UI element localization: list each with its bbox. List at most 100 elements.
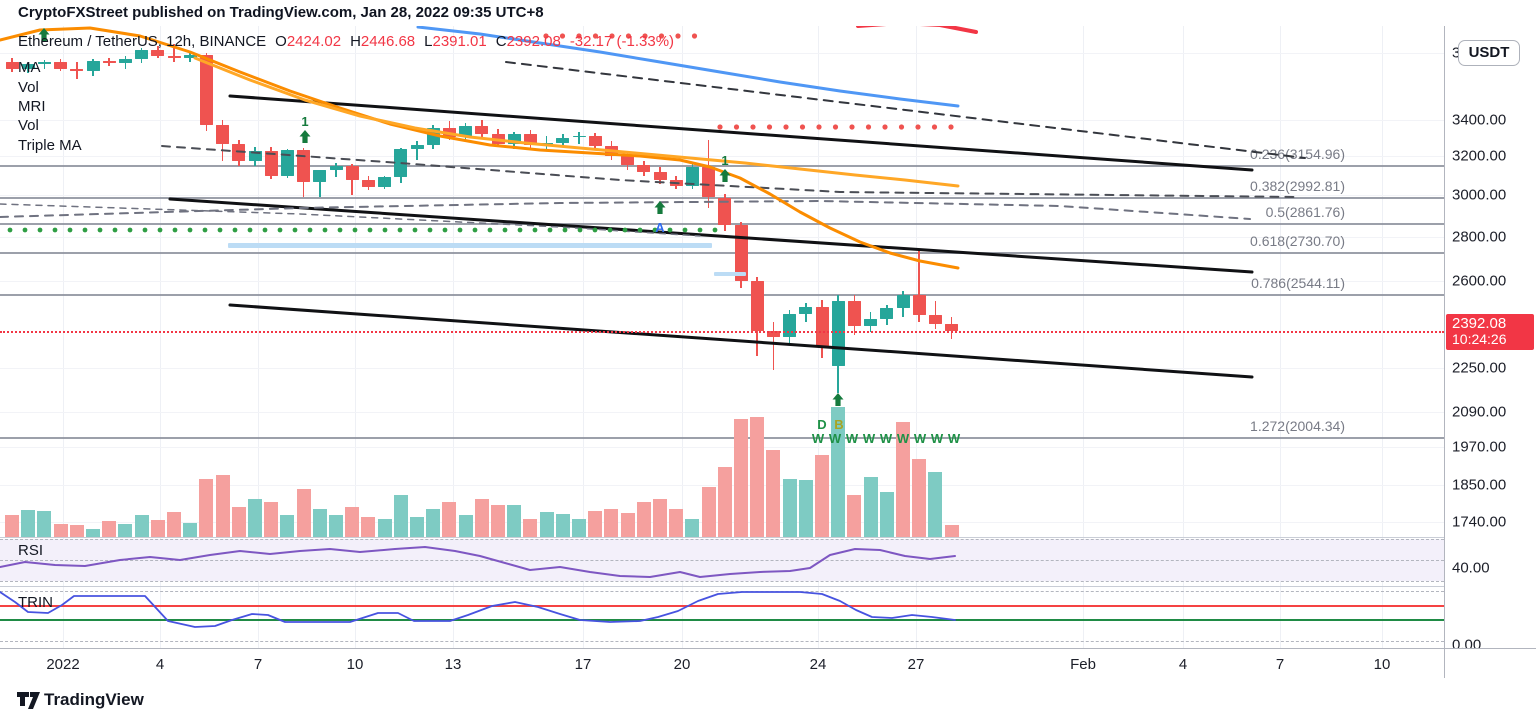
volume-bar	[620, 513, 635, 537]
volume-bar	[717, 467, 732, 537]
current-price-value: 2392.08	[1452, 315, 1507, 332]
candle-down	[653, 172, 667, 181]
candle-up	[799, 306, 813, 315]
candle-down	[54, 61, 68, 70]
candle-up	[378, 177, 392, 187]
candle-up	[507, 134, 521, 144]
pane-separator	[0, 586, 1444, 587]
volume-bar	[296, 489, 311, 537]
candle-down	[588, 135, 602, 146]
volume-bar	[750, 417, 765, 537]
candle-down	[442, 127, 456, 137]
tradingview-logo-icon[interactable]	[16, 691, 41, 715]
volume-bar	[798, 480, 813, 537]
fib-level-label: 0.5(2861.76)	[1265, 204, 1345, 221]
candle-down	[621, 155, 635, 166]
volume-bar	[604, 509, 619, 537]
volume-bar	[636, 502, 651, 537]
candle-down	[604, 146, 618, 156]
price-axis-tick: 3000.00	[1452, 186, 1507, 204]
volume-bar	[21, 510, 36, 537]
volume-bar	[5, 515, 19, 537]
volume-bar	[442, 502, 457, 537]
high-value: 2446.68	[360, 33, 416, 50]
candle-up	[410, 144, 424, 150]
indicator-label-mri[interactable]: MRI	[18, 98, 46, 115]
gridline-vertical	[63, 26, 64, 648]
candle-wick	[578, 132, 580, 144]
gridline-vertical	[160, 26, 161, 648]
volume-bar	[199, 479, 214, 537]
volume-bar	[69, 525, 84, 537]
candle-wick	[416, 140, 418, 161]
symbol-title: Ethereum / TetherUS, 12h, BINANCE	[18, 33, 267, 50]
candle-down	[912, 295, 926, 315]
price-axis-tick: 2250.00	[1452, 359, 1507, 377]
gridline-vertical	[1382, 26, 1383, 648]
volume-bar	[766, 450, 781, 537]
candle-down	[928, 314, 942, 324]
candle-down	[734, 224, 748, 281]
candle-down	[167, 55, 181, 58]
volume-bar	[572, 519, 586, 537]
volume-bar	[539, 512, 554, 537]
high-key: H	[350, 33, 361, 50]
volume-series	[5, 407, 959, 537]
volume-bar	[134, 515, 149, 537]
chart-plot-area[interactable]: 0.236(3154.96) 0.382(2992.81) 0.5(2861.76)…	[0, 0, 1444, 648]
volume-bar	[377, 519, 392, 537]
candle-up	[280, 150, 294, 177]
fib-level-label: 0.786(2544.11)	[1251, 275, 1345, 291]
candle-up	[459, 125, 473, 137]
volume-bar	[150, 520, 165, 537]
candle-down	[815, 306, 829, 347]
candle-up	[831, 300, 845, 366]
candle-up	[685, 166, 699, 186]
trin-pane-label[interactable]: TRIN	[18, 594, 53, 611]
price-axis-tick: 1970.00	[1452, 438, 1507, 456]
indicator-label-triple-ma[interactable]: Triple MA	[18, 137, 82, 154]
volume-bar	[86, 529, 100, 537]
time-axis[interactable]: 2022 4 7 10 13 17 20 24 27 Feb 4 7 10	[0, 648, 1536, 679]
open-key: O	[275, 33, 287, 50]
attribution-header: CryptoFXStreet published on TradingView.…	[0, 0, 1536, 26]
price-axis-tick: 2800.00	[1452, 228, 1507, 245]
tradingview-logo-text[interactable]: TradingView	[44, 690, 144, 709]
currency-toggle-badge[interactable]: USDT	[1458, 40, 1520, 66]
volume-bar	[280, 515, 295, 537]
candle-up	[426, 127, 440, 145]
volume-bar	[896, 422, 910, 537]
time-axis-tick: 13	[444, 656, 462, 673]
volume-bar	[863, 477, 878, 537]
symbol-legend[interactable]: Ethereum / TetherUS, 12h, BINANCE O2424.0…	[18, 33, 674, 50]
bar-countdown: 10:24:26	[1452, 331, 1507, 347]
price-axis[interactable]: 3800.003400.003200.003000.002800.002600.…	[1444, 0, 1536, 678]
volume-bar	[912, 459, 927, 537]
gridline-horizontal	[0, 281, 1444, 282]
candle-down	[475, 125, 489, 135]
time-axis-tick: 7	[1275, 656, 1285, 673]
indicator-label-vol[interactable]: Vol	[18, 79, 39, 96]
price-axis-border	[1444, 26, 1445, 678]
candle-up	[86, 60, 100, 72]
time-axis-tick: 2022	[46, 656, 80, 673]
low-key: L	[424, 33, 433, 50]
price-axis-tick: 1850.00	[1452, 476, 1507, 494]
candle-down	[718, 197, 732, 225]
volume-bar	[701, 487, 716, 537]
candle-up	[135, 50, 149, 59]
indicator-label-ma[interactable]: MA	[18, 59, 41, 76]
pane-axis-tick: 40.00	[1452, 559, 1490, 577]
volume-bar	[231, 507, 246, 537]
candle-down	[264, 150, 278, 177]
low-value: 2391.01	[432, 33, 487, 50]
gridline-vertical	[1280, 26, 1281, 648]
gridline-horizontal	[0, 447, 1444, 449]
volume-bar	[118, 524, 133, 537]
close-value: 2392.08	[506, 33, 561, 50]
rsi-pane-label[interactable]: RSI	[18, 542, 44, 559]
volume-bar	[685, 519, 700, 537]
indicator-label-vol2[interactable]: Vol	[18, 117, 39, 134]
candle-down	[637, 165, 651, 172]
